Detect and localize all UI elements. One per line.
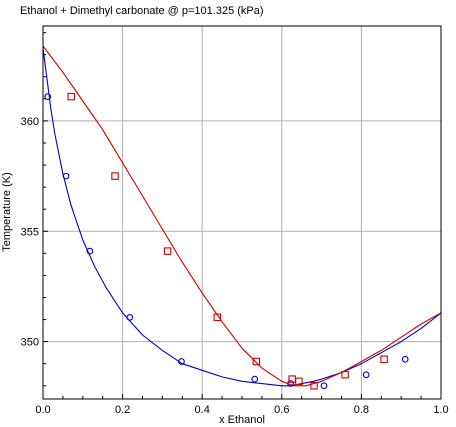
chart-title: Ethanol + Dimethyl carbonate @ p=101.325… — [20, 5, 264, 17]
ticks: 0.0 0.2 0.4 0.6 0.8 1.0 350 355 360 — [21, 32, 449, 416]
liquid-point — [44, 93, 52, 100]
curves — [42, 45, 442, 387]
y-tick-label: 360 — [21, 116, 39, 128]
x-tick-label: 0.6 — [274, 404, 289, 416]
vapor-point — [252, 357, 261, 366]
dew-curve — [42, 45, 442, 387]
x-tick-label: 1.0 — [433, 404, 448, 416]
y-tick-label: 350 — [21, 337, 39, 349]
vapor-point — [213, 313, 222, 322]
grid — [43, 26, 441, 399]
vapor-point — [380, 355, 388, 364]
liquid-point — [126, 313, 134, 321]
vapor-point — [295, 377, 303, 386]
x-tick-label: 0.8 — [354, 404, 369, 416]
liquid-point — [287, 380, 294, 387]
points — [44, 92, 409, 390]
x-tick-label: 0.2 — [115, 404, 130, 416]
vapor-point — [163, 247, 172, 255]
x-tick-label: 0.0 — [35, 404, 50, 416]
liquid-point — [86, 247, 94, 255]
vapor-point — [67, 92, 76, 101]
vapor-point — [111, 172, 119, 180]
x-axis-title: x Ethanol — [219, 414, 265, 426]
liquid-point — [401, 355, 409, 363]
liquid-point — [62, 172, 70, 180]
liquid-point — [320, 382, 328, 390]
bubble-curve — [42, 48, 442, 387]
liquid-point — [251, 375, 259, 383]
y-tick-label: 355 — [21, 226, 39, 238]
x-tick-label: 0.4 — [195, 404, 210, 416]
liquid-point — [362, 371, 370, 379]
y-axis-title: Temperature (K) — [1, 172, 13, 251]
vapor-point — [310, 382, 318, 390]
liquid-point — [178, 358, 185, 365]
vapor-point — [341, 370, 349, 379]
